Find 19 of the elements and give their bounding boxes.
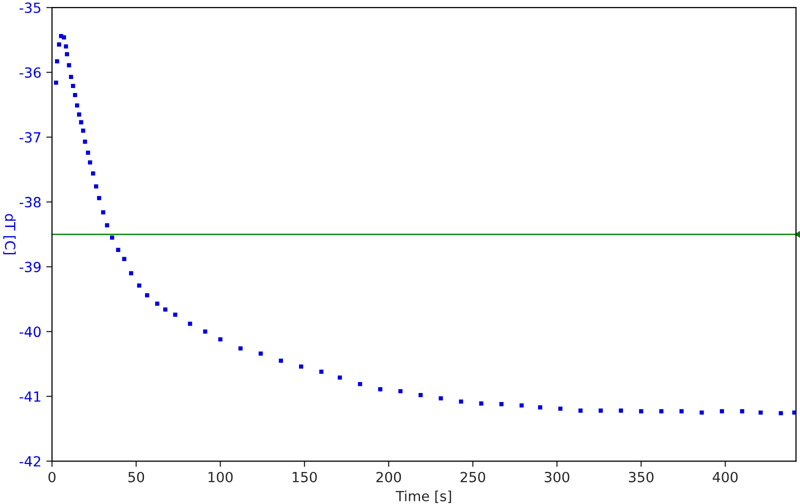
y-tick-label: -38 <box>20 196 41 208</box>
x-tick-label: 350 <box>628 472 654 482</box>
x-axis-title: Time [s] <box>396 490 452 503</box>
x-tick-label: 0 <box>48 472 56 482</box>
y-axis-title: dT [C] <box>3 214 16 254</box>
x-tick-label: 300 <box>544 472 570 482</box>
y-tick-label: -39 <box>20 262 41 272</box>
y-tick-label: -37 <box>20 132 40 143</box>
y-tick-label: -42 <box>20 456 40 466</box>
y-tick-label: -36 <box>20 67 41 78</box>
y-tick-label: -41 <box>20 392 40 402</box>
x-tick-label: 100 <box>208 472 233 482</box>
x-tick-label: 50 <box>128 472 144 482</box>
x-tick-label: 150 <box>292 472 317 482</box>
y-tick-label: -35 <box>20 2 40 14</box>
y-tick-label: -40 <box>20 326 41 338</box>
x-tick-label: 400 <box>712 472 738 482</box>
x-tick-label: 200 <box>376 472 401 482</box>
x-tick-label: 250 <box>460 472 486 482</box>
